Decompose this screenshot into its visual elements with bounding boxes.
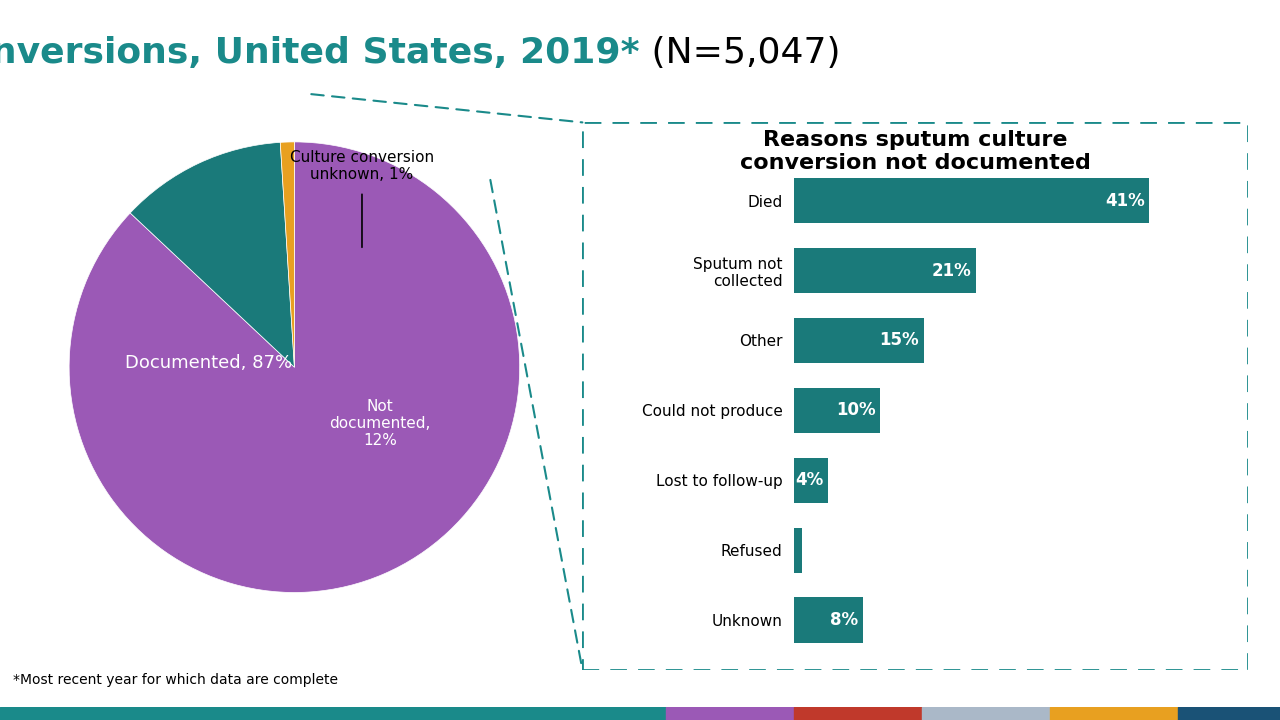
Bar	[794, 598, 863, 643]
Bar	[794, 707, 922, 720]
Text: Reasons sputum culture
conversion not documented: Reasons sputum culture conversion not do…	[740, 130, 1091, 173]
Text: 15%: 15%	[879, 331, 919, 349]
Text: 21%: 21%	[932, 261, 972, 279]
Wedge shape	[69, 142, 520, 593]
Bar	[794, 528, 803, 573]
Text: 10%: 10%	[836, 401, 876, 419]
Text: 41%: 41%	[1105, 192, 1144, 210]
Text: *Most recent year for which data are complete: *Most recent year for which data are com…	[13, 673, 338, 687]
Bar	[794, 178, 1149, 223]
Text: 1%: 1%	[805, 541, 833, 559]
Bar	[1050, 707, 1178, 720]
Bar	[922, 707, 1050, 720]
Bar	[794, 458, 828, 503]
Text: 8%: 8%	[831, 611, 859, 629]
FancyBboxPatch shape	[582, 122, 1248, 670]
Text: Documented, 87%: Documented, 87%	[125, 354, 292, 372]
Wedge shape	[280, 142, 294, 367]
Text: Sputum Culture Conversions, United States, 2019*: Sputum Culture Conversions, United State…	[0, 36, 640, 70]
Bar	[794, 318, 924, 363]
Text: Not
documented,
12%: Not documented, 12%	[329, 399, 430, 449]
Wedge shape	[131, 143, 294, 367]
Bar	[1178, 707, 1280, 720]
Text: Culture conversion
unknown, 1%: Culture conversion unknown, 1%	[291, 150, 434, 182]
Text: (N=5,047): (N=5,047)	[640, 36, 841, 70]
Bar	[794, 387, 881, 433]
Text: 4%: 4%	[796, 472, 824, 490]
Bar	[666, 707, 794, 720]
Bar	[0, 707, 666, 720]
Bar	[794, 248, 975, 293]
